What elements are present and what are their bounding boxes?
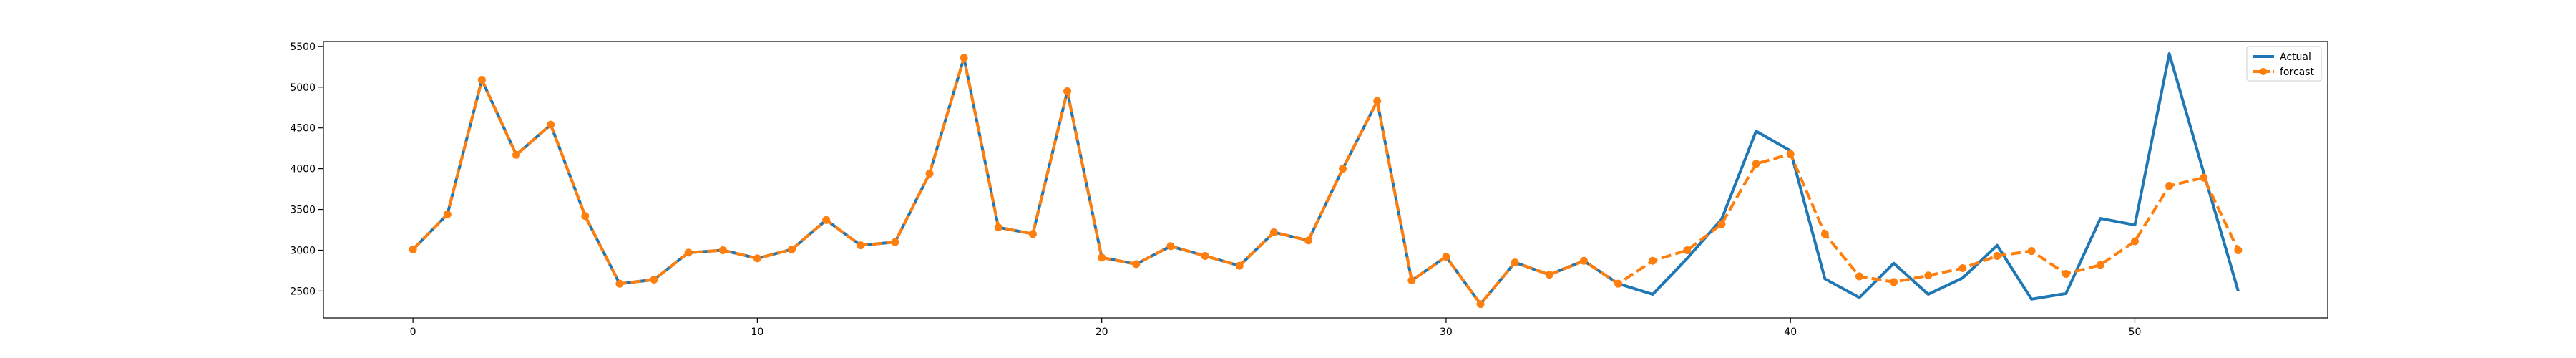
data-point xyxy=(1407,276,1416,285)
data-point xyxy=(1028,230,1037,238)
data-point xyxy=(857,241,865,250)
data-point xyxy=(1269,228,1278,236)
data-point xyxy=(1476,300,1485,309)
axes-frame xyxy=(323,41,2328,319)
data-point xyxy=(2062,270,2070,279)
data-point xyxy=(581,212,590,221)
data-point xyxy=(753,254,761,263)
data-point xyxy=(1373,97,1382,105)
data-point xyxy=(2165,182,2174,190)
plot-area xyxy=(323,42,2328,318)
data-point xyxy=(1752,160,1760,168)
data-point xyxy=(1063,87,1072,95)
y-tick-label: 5000 xyxy=(290,82,316,94)
data-point xyxy=(1166,242,1175,251)
x-tick-label: 40 xyxy=(1784,326,1797,338)
data-point xyxy=(1511,258,1519,267)
data-point xyxy=(1579,256,1588,265)
data-point xyxy=(1614,279,1623,288)
y-tick-label: 3000 xyxy=(290,245,316,256)
data-point xyxy=(2096,261,2104,269)
data-point xyxy=(788,245,796,253)
data-point xyxy=(1855,272,1863,281)
data-point xyxy=(443,210,452,218)
data-point xyxy=(409,245,417,253)
x-tick-label: 30 xyxy=(1440,326,1453,338)
legend: Actual forcast xyxy=(2246,46,2322,82)
y-tick-label: 2500 xyxy=(290,286,316,297)
y-tick-label: 3500 xyxy=(290,205,316,216)
axes-layer: 0 10 20 30 40 50 2500 3000 3500 4000 4500 5000 5500 xyxy=(290,41,2328,338)
series-line xyxy=(411,56,2240,306)
data-point xyxy=(1649,256,1657,265)
legend-label: Actual xyxy=(2280,52,2311,63)
data-point xyxy=(1235,261,1244,270)
series-1 xyxy=(409,54,2243,309)
data-point xyxy=(1717,220,1726,228)
y-tick-label: 4500 xyxy=(290,123,316,135)
y-tick-label: 5500 xyxy=(290,42,316,53)
y-tick-label: 4000 xyxy=(290,164,316,175)
data-point xyxy=(994,223,1002,232)
data-point xyxy=(1683,246,1692,254)
data-point xyxy=(2027,247,2036,256)
data-point xyxy=(547,120,555,129)
data-point xyxy=(1545,271,1553,279)
data-point xyxy=(822,216,831,224)
data-point xyxy=(1924,271,1933,280)
data-point xyxy=(1958,264,1967,273)
data-point xyxy=(1098,253,1106,262)
data-point xyxy=(1201,251,1209,260)
data-point xyxy=(1890,278,1898,286)
data-point xyxy=(1442,253,1450,261)
legend-marker xyxy=(2260,68,2267,75)
data-point xyxy=(1786,150,1795,158)
legend-label: forcast xyxy=(2280,67,2315,78)
data-point xyxy=(1132,260,1141,268)
legend-entry: Actual xyxy=(2253,52,2311,63)
data-point xyxy=(615,279,624,288)
series-layer xyxy=(409,52,2243,309)
data-point xyxy=(684,248,693,257)
legend-entry: forcast xyxy=(2253,67,2315,78)
data-point xyxy=(650,275,658,284)
data-point xyxy=(891,238,899,246)
data-point xyxy=(2234,246,2243,254)
data-point xyxy=(960,54,968,62)
data-point xyxy=(477,76,486,84)
plot-background xyxy=(323,42,2328,318)
data-point xyxy=(1339,165,1347,173)
data-point xyxy=(1993,251,2001,260)
data-point xyxy=(2130,237,2139,246)
x-tick-label: 10 xyxy=(751,326,763,338)
x-tick-label: 20 xyxy=(1096,326,1108,338)
data-point xyxy=(1304,236,1312,245)
x-tick-label: 50 xyxy=(2129,326,2142,338)
data-point xyxy=(512,150,521,159)
data-point xyxy=(1820,230,1829,238)
data-point xyxy=(718,246,727,254)
data-point xyxy=(2200,173,2208,182)
data-point xyxy=(925,169,934,178)
x-tick-label: 0 xyxy=(410,326,416,338)
